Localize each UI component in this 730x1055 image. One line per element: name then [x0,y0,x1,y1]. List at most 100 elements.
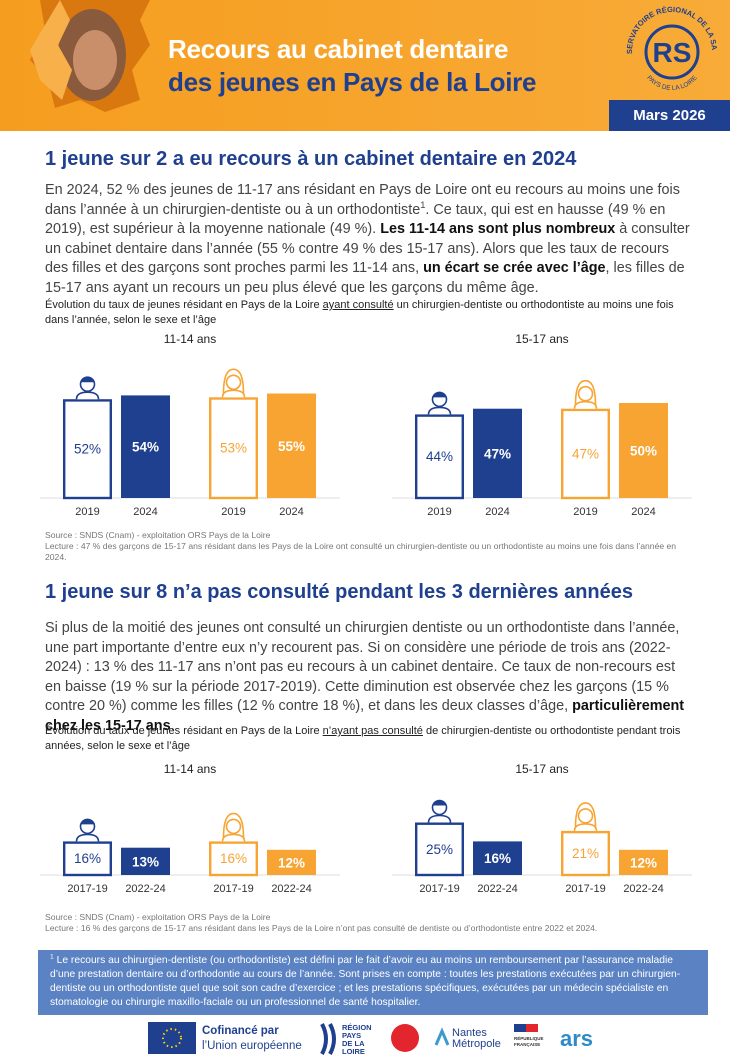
x-tick-label: 2017-19 [419,883,459,895]
x-tick-label: 2022-24 [271,883,311,895]
chart-subtitle: 11-14 ans [164,332,216,346]
text-run: n’ayant pas consulté [322,725,423,737]
text-run: Les 11-14 ans sont plus nombreux [380,221,616,238]
value-label: 16% [484,851,511,866]
reading-note: Lecture : 16 % des garçons de 15-17 ans … [45,923,598,933]
person-head [577,808,594,824]
date-badge: Mars 2026 [609,100,730,131]
red-logo [391,1024,419,1052]
reading-note: Lecture : 47 % des garçons de 15-17 ans … [45,541,677,562]
value-label: 54% [132,440,159,455]
x-tick-label: 2024 [485,506,509,518]
person-body [573,823,598,831]
chart-caption: Évolution du taux de jeunes résidant en … [45,724,695,754]
text-run: ayant consulté [322,299,394,311]
eu-text: l’Union européenne [202,1040,302,1052]
chart-subtitle: 11-14 ans [164,762,216,776]
x-tick-label: 2017-19 [213,883,253,895]
bar [561,830,611,877]
value-label: 47% [572,446,599,461]
chart-subtitle: 15-17 ans [515,762,568,776]
person-body [427,814,452,823]
value-label: 52% [74,442,101,457]
bar [62,399,112,500]
boy-hair [80,818,95,825]
x-tick-label: 2024 [631,506,655,518]
logo-mark: RS [653,37,692,68]
footnote: 1 Le recours au chirurgien-dentiste (ou … [38,950,708,1015]
x-tick-label: 2017-19 [67,883,107,895]
section-heading: 1 jeune sur 8 n’a pas consulté pendant l… [45,581,633,603]
bar [473,841,522,875]
bar [62,841,112,877]
logo-text: LOIRE [342,1047,365,1055]
text-run: un chirurgien-dentiste ou orthodontiste … [45,299,674,326]
x-tick-label: 2022-24 [623,883,663,895]
logo-text: RÉGION [342,1023,372,1032]
logo-text: DE LA [342,1039,365,1048]
region-mark [320,1023,336,1055]
x-tick-label: 2024 [133,506,157,518]
person-body [221,389,246,398]
value-label: 12% [278,855,305,870]
bar [208,397,258,500]
value-label: 12% [630,855,657,870]
person-head [225,374,242,391]
value-label: 16% [74,851,101,866]
x-tick-label: 2019 [427,506,451,518]
value-label: 13% [132,854,159,869]
logo-text: FRANÇAISE [514,1042,540,1047]
bar [415,822,465,877]
text-run: particulièrement chez les 15-17 ans [45,698,685,734]
bar [267,393,316,498]
x-tick-label: 2019 [573,506,597,518]
section-heading: 1 jeune sur 2 a eu recours à un cabinet … [45,148,577,170]
text-run: 1 [420,199,426,210]
bar [208,841,258,877]
person-head [225,818,242,835]
photo-paper [30,0,72,100]
text-run: . [170,717,175,734]
person-body [427,406,452,415]
eu-stars [162,1028,182,1048]
person-head [577,385,594,402]
text-run: de chirurgien-dentiste ou orthodontiste … [45,725,681,752]
value-label: 47% [484,446,511,461]
text-run: Évolution du taux de jeunes résidant en … [45,725,323,737]
text-run: à consulter un cabinet dentaire dans l’a… [45,221,690,277]
value-label: 21% [572,846,599,861]
text-run: Si plus de la moitié des jeunes ont cons… [45,620,680,715]
chart-caption: Évolution du taux de jeunes résidant en … [45,298,695,328]
paragraph: Si plus de la moitié des jeunes ont cons… [45,619,693,737]
boy-hair [80,376,95,383]
bar [619,849,668,875]
bar [473,408,522,498]
logo-text: PAYS [342,1031,361,1040]
source: Source : SNDS (Cnam) - exploitation ORS … [45,530,271,540]
person-body [75,391,100,400]
title: des jeunes en Pays de la Loire [168,67,537,97]
text-run: Évolution du taux de jeunes résidant en … [45,299,323,311]
x-tick-label: 2022-24 [477,883,517,895]
value-label: 53% [220,441,247,456]
title: Recours au cabinet dentaire [168,34,509,64]
text-run: , les filles de 15-17 ans ayant un recou… [45,260,685,296]
rf-flag [526,1024,538,1032]
chart-subtitle: 15-17 ans [515,332,568,346]
logo-circle [644,24,700,80]
x-tick-label: 2024 [279,506,303,518]
text-run: . Ce taux, qui est en hausse (49 % en 20… [45,201,666,238]
logo-text: RÉPUBLIQUE [514,1034,544,1041]
ars-logo: ars [560,1026,593,1051]
text-run: 1 [50,953,54,961]
nantes-mark [434,1027,450,1046]
boy-hair [432,391,447,398]
person-body [75,833,100,842]
bar [267,849,316,875]
x-tick-label: 2017-19 [565,883,605,895]
person-body [221,833,246,842]
bar [619,403,668,498]
photo-face [73,30,117,90]
